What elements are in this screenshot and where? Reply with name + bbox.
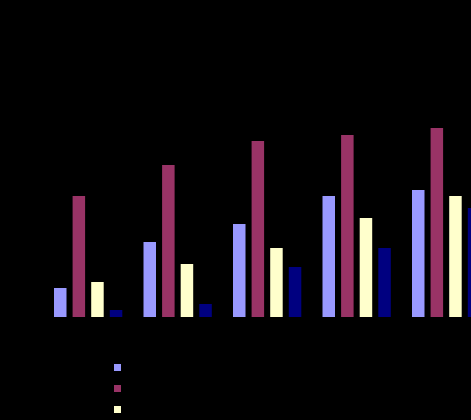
legend-swatch — [114, 385, 121, 392]
legend-swatch — [114, 364, 121, 371]
bar — [270, 248, 283, 317]
bar — [162, 165, 175, 317]
bar — [54, 288, 67, 317]
bar — [322, 196, 335, 317]
bar — [91, 282, 104, 317]
bar — [288, 267, 302, 317]
bar — [467, 208, 471, 317]
bar — [449, 196, 462, 317]
bar — [251, 141, 265, 317]
bar — [430, 128, 444, 317]
bar — [143, 242, 156, 317]
bar — [412, 190, 425, 317]
bar — [359, 218, 373, 317]
bar — [72, 196, 86, 317]
bar — [180, 264, 194, 317]
bar — [109, 310, 123, 317]
bar — [378, 248, 391, 317]
bar — [233, 224, 246, 317]
bar — [341, 135, 354, 317]
legend-swatch — [114, 406, 121, 413]
bar — [199, 304, 212, 317]
